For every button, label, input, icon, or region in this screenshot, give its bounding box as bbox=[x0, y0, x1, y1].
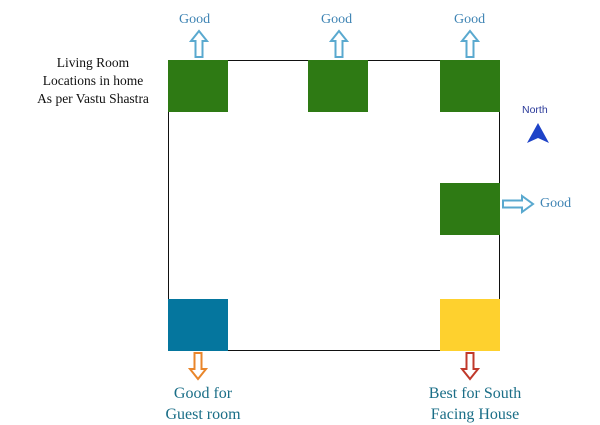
diagram-title: Living Room Locations in home As per Vas… bbox=[20, 54, 166, 108]
bottom-right-label-line-1: Best for South bbox=[428, 385, 522, 402]
top-center-up-arrow-icon bbox=[328, 29, 350, 58]
north-label: North bbox=[522, 104, 548, 116]
zone-top-center bbox=[308, 60, 368, 112]
bottom-right-label: Best for South Facing House bbox=[405, 383, 545, 425]
top-center-good-label: Good bbox=[321, 12, 353, 27]
top-right-good-label: Good bbox=[454, 12, 486, 27]
middle-right-good-label: Good bbox=[540, 196, 572, 211]
top-left-good-label: Good bbox=[179, 12, 211, 27]
bottom-left-label-line-2: Guest room bbox=[165, 406, 241, 423]
zone-middle-right bbox=[440, 183, 500, 235]
title-line-3: As per Vastu Shastra bbox=[37, 91, 149, 106]
bottom-left-label-line-1: Good for bbox=[173, 385, 233, 402]
bottom-left-down-arrow-icon bbox=[187, 352, 209, 381]
bottom-right-down-arrow-icon bbox=[459, 352, 481, 381]
title-line-1: Living Room bbox=[56, 55, 130, 70]
bottom-left-label: Good for Guest room bbox=[143, 383, 263, 425]
zone-bottom-left bbox=[168, 299, 228, 351]
zone-bottom-right bbox=[440, 299, 500, 351]
bottom-right-label-line-2: Facing House bbox=[430, 406, 520, 423]
middle-right-arrow-icon bbox=[502, 194, 535, 214]
top-right-up-arrow-icon bbox=[459, 29, 481, 58]
zone-top-right bbox=[440, 60, 500, 112]
title-line-2: Locations in home bbox=[42, 73, 144, 88]
top-left-up-arrow-icon bbox=[188, 29, 210, 58]
north-arrow-icon bbox=[527, 123, 549, 143]
zone-top-left bbox=[168, 60, 228, 112]
